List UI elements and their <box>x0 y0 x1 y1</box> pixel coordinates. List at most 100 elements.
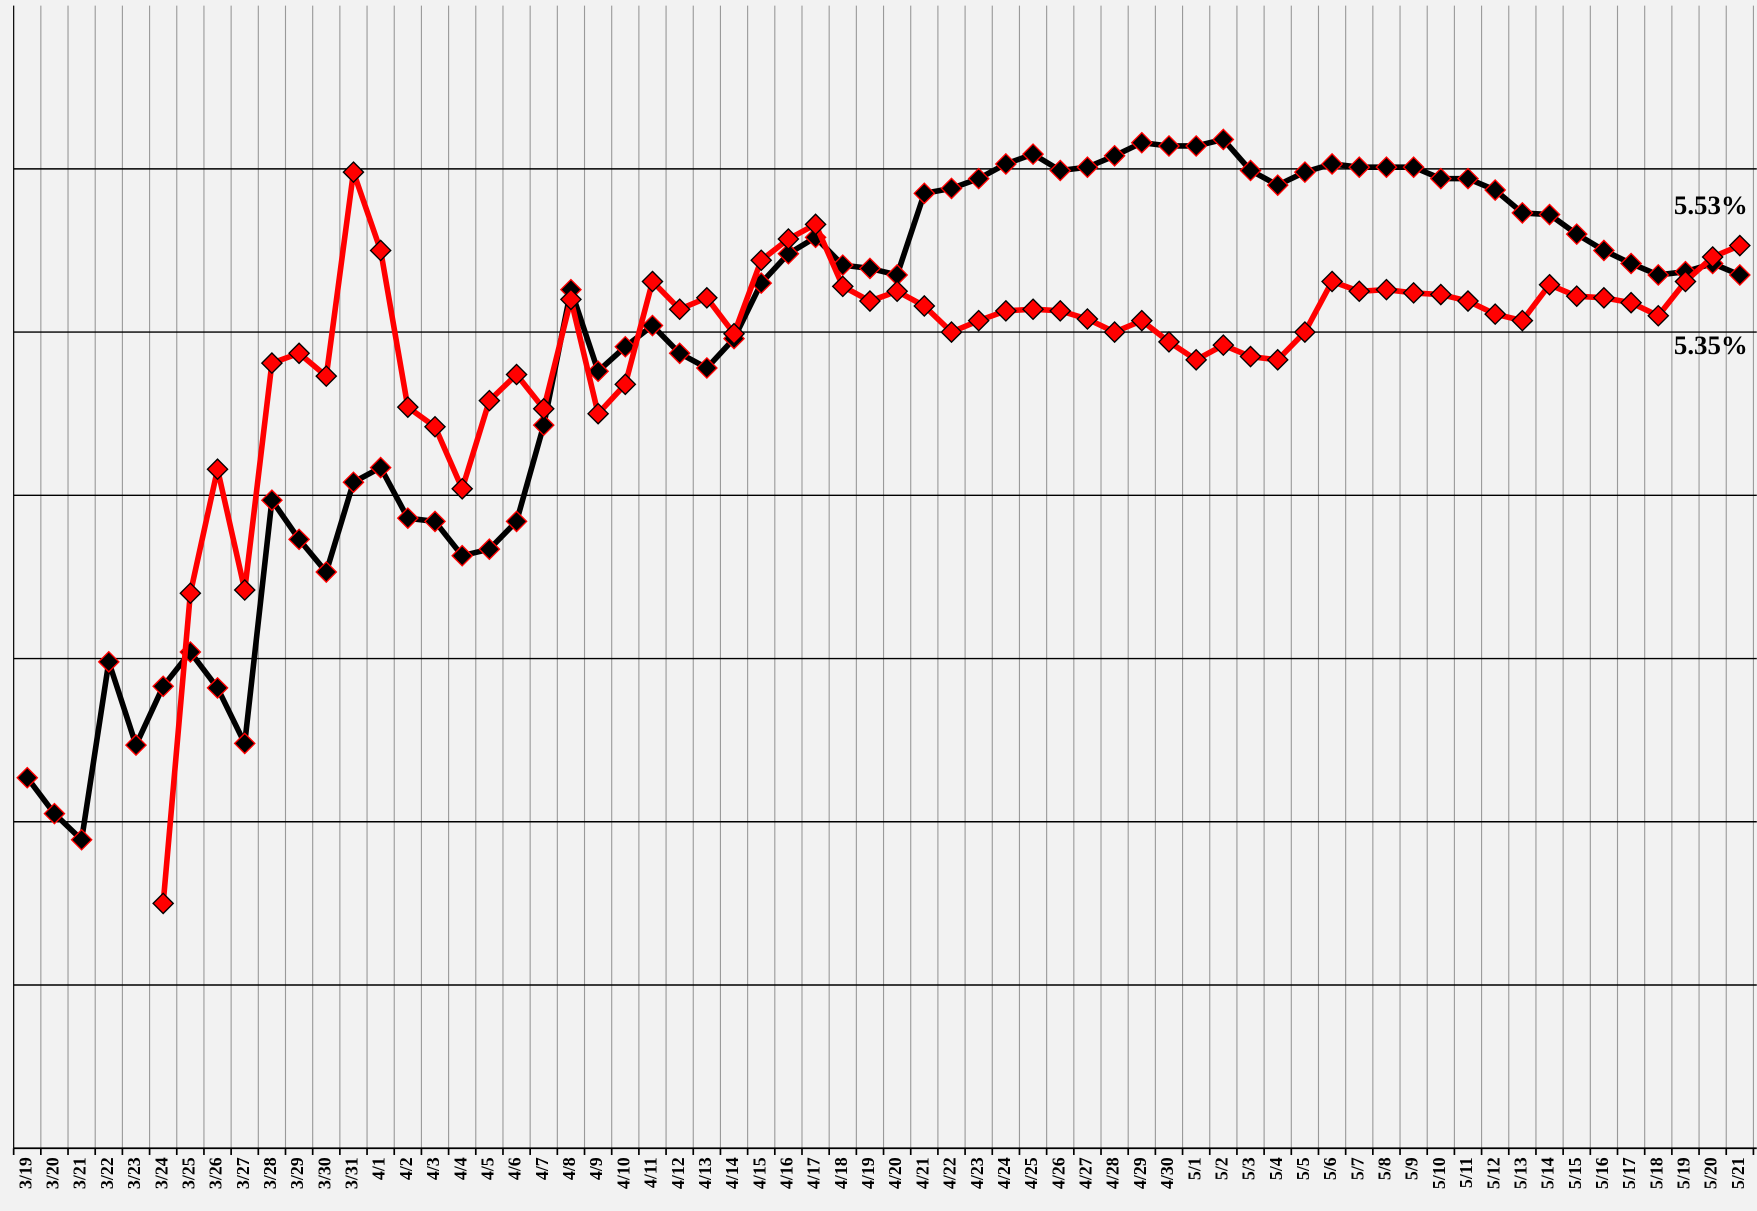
marker <box>1375 278 1398 301</box>
marker <box>913 182 936 205</box>
marker <box>1647 263 1670 286</box>
marker <box>1701 245 1724 269</box>
x-tick-label: 4/3 <box>423 1157 443 1180</box>
marker <box>1647 304 1670 327</box>
marker <box>124 734 148 757</box>
marker <box>288 528 311 551</box>
marker <box>1266 348 1289 371</box>
marker <box>1402 156 1425 179</box>
x-tick-label: 4/25 <box>1021 1157 1041 1189</box>
x-tick-label: 4/5 <box>477 1157 497 1180</box>
marker <box>1130 131 1153 154</box>
marker <box>668 342 691 365</box>
marker <box>858 290 881 313</box>
marker <box>1375 156 1398 179</box>
marker <box>1049 299 1072 322</box>
marker <box>614 373 637 396</box>
x-tick-label: 3/19 <box>15 1157 35 1189</box>
marker <box>1130 309 1153 332</box>
x-tick-label: 3/29 <box>287 1157 307 1189</box>
marker <box>70 828 93 851</box>
marker <box>559 288 582 311</box>
marker <box>288 342 311 365</box>
x-tick-label: 4/13 <box>695 1157 715 1189</box>
x-tick-label: 4/22 <box>940 1157 960 1189</box>
marker <box>478 538 501 561</box>
marker <box>1321 270 1344 293</box>
x-tick-label: 5/9 <box>1402 1157 1422 1180</box>
marker <box>940 321 963 344</box>
x-tick-label: 5/17 <box>1619 1157 1639 1189</box>
marker <box>994 299 1017 322</box>
x-tick-label: 3/27 <box>233 1157 253 1189</box>
marker <box>1049 159 1072 182</box>
marker <box>1620 291 1643 314</box>
marker <box>1592 239 1615 262</box>
marker <box>1429 283 1452 306</box>
marker <box>1348 156 1371 179</box>
marker <box>587 402 610 425</box>
marker <box>695 286 718 309</box>
x-tick-label: 4/21 <box>912 1157 932 1189</box>
x-tick-label: 4/18 <box>831 1157 851 1189</box>
marker <box>587 360 610 383</box>
marker <box>1348 280 1371 303</box>
marker <box>1456 167 1480 190</box>
marker <box>206 676 229 699</box>
x-tick-label: 4/24 <box>994 1157 1014 1189</box>
x-tick-label: 5/10 <box>1429 1157 1449 1189</box>
x-tick-label: 3/31 <box>342 1157 362 1189</box>
marker <box>1511 201 1534 224</box>
x-tick-label: 3/22 <box>97 1157 117 1189</box>
x-tick-label: 3/25 <box>178 1157 198 1189</box>
marker <box>1157 330 1181 353</box>
marker <box>1674 270 1697 293</box>
marker <box>369 239 392 262</box>
x-tick-label: 4/14 <box>722 1157 742 1189</box>
x-tick-label: 4/8 <box>559 1157 579 1180</box>
marker <box>532 414 555 437</box>
x-tick-label: 5/18 <box>1646 1157 1666 1189</box>
x-tick-label: 4/11 <box>641 1157 661 1188</box>
marker <box>1157 134 1181 158</box>
x-tick-label: 4/16 <box>777 1157 797 1189</box>
marker <box>1321 152 1344 175</box>
marker <box>1076 307 1099 331</box>
marker <box>1212 334 1235 357</box>
x-tick-label: 4/30 <box>1157 1157 1177 1189</box>
marker <box>641 270 664 293</box>
marker <box>315 365 338 388</box>
x-tick-label: 4/17 <box>804 1157 824 1189</box>
marker <box>16 766 39 789</box>
marker <box>858 257 881 280</box>
marker <box>206 458 229 481</box>
marker <box>532 397 555 420</box>
x-tick-label: 5/13 <box>1510 1157 1530 1189</box>
marker <box>1728 234 1751 257</box>
marker <box>641 314 664 337</box>
marker <box>695 356 718 380</box>
series-line <box>25 136 1741 843</box>
marker <box>1212 128 1235 151</box>
x-tick-label: 4/15 <box>749 1157 769 1189</box>
x-tick-label: 4/20 <box>885 1157 905 1189</box>
marker <box>1538 203 1561 226</box>
marker <box>1076 156 1099 179</box>
marker <box>1103 144 1126 167</box>
marker <box>777 242 800 265</box>
x-tick-label: 5/16 <box>1592 1157 1612 1189</box>
marker <box>1728 263 1751 286</box>
marker <box>423 510 447 533</box>
marker <box>940 177 963 200</box>
x-tick-label: 4/7 <box>532 1157 552 1180</box>
marker <box>1484 303 1507 326</box>
marker <box>831 275 854 298</box>
x-tick-label: 5/20 <box>1701 1157 1721 1189</box>
x-tick-label: 3/28 <box>260 1157 280 1189</box>
marker <box>804 213 827 236</box>
marker <box>1293 161 1316 184</box>
marker <box>342 471 365 494</box>
x-tick-label: 4/9 <box>586 1157 606 1180</box>
marker <box>369 456 392 479</box>
